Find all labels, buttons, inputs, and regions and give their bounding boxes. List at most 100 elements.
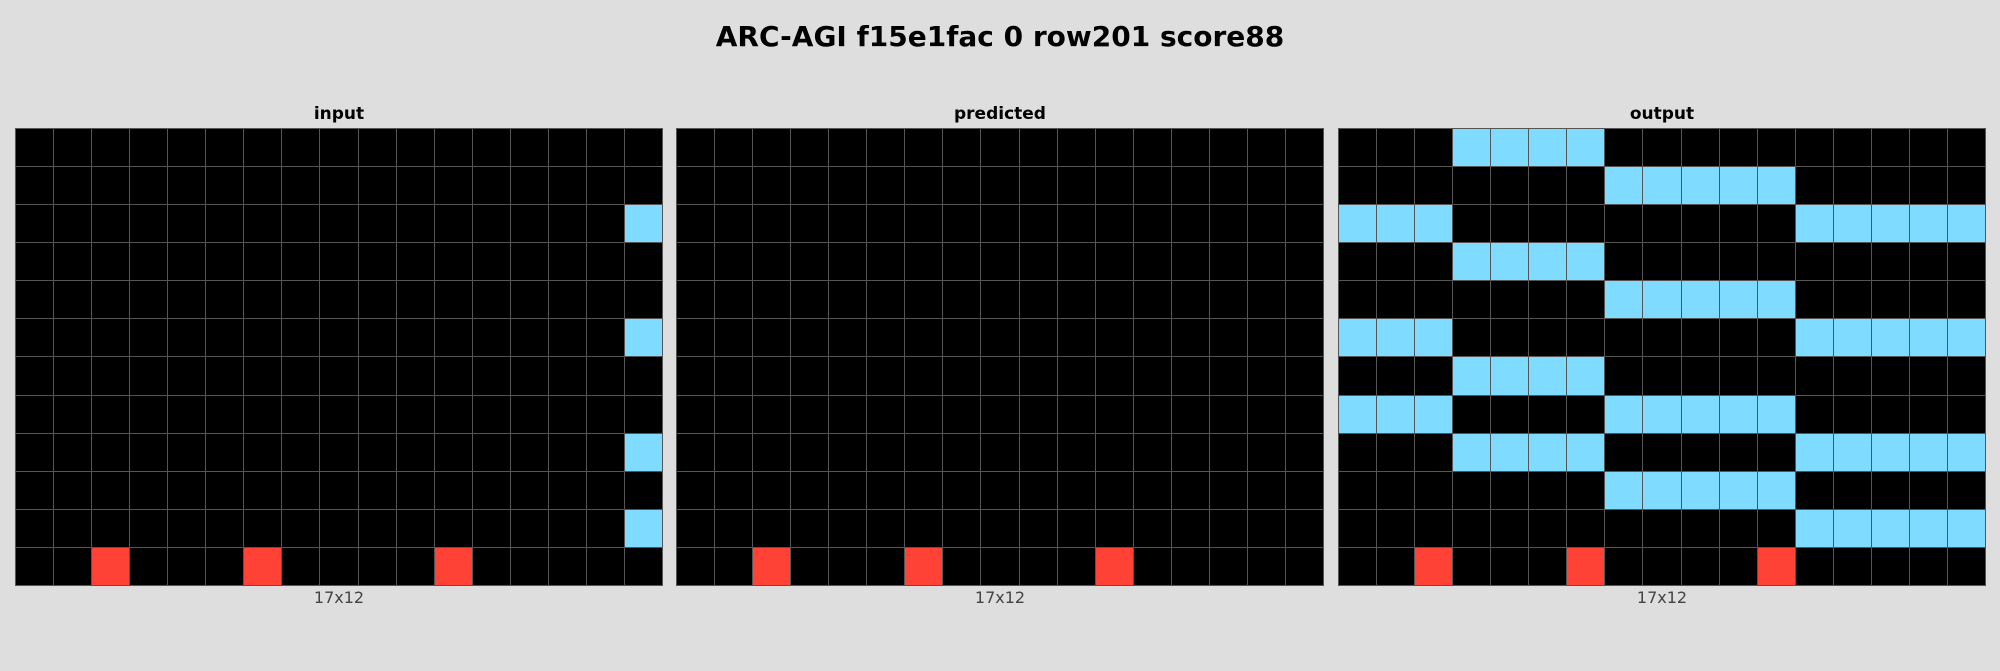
grid-cell: [1757, 471, 1795, 509]
grid-cell: [244, 357, 282, 395]
grid-cell: [548, 319, 586, 357]
grid-cell: [1133, 129, 1171, 167]
grid-cell: [1339, 395, 1377, 433]
grid-cell: [358, 509, 396, 547]
grid-cell: [715, 433, 753, 471]
grid-cell: [1947, 243, 1985, 281]
grid-cell: [1057, 547, 1095, 585]
grid-cell: [1057, 471, 1095, 509]
figure-title: ARC-AGI f15e1fac 0 row201 score88: [715, 20, 1285, 53]
grid-cell: [1947, 509, 1985, 547]
grid-cell: [715, 395, 753, 433]
grid-cell: [1567, 243, 1605, 281]
grid-cell: [54, 471, 92, 509]
grid-cell: [1171, 319, 1209, 357]
grid-cell: [1871, 129, 1909, 167]
grid-cell: [791, 205, 829, 243]
grid-cell: [753, 547, 791, 585]
grid-cell: [358, 357, 396, 395]
grid-cell: [624, 433, 662, 471]
grid-cell: [1567, 433, 1605, 471]
grid-cell: [396, 433, 434, 471]
grid-cell: [548, 205, 586, 243]
predicted-dims: 17x12: [974, 588, 1026, 607]
grid-cell: [1567, 281, 1605, 319]
grid-cell: [206, 205, 244, 243]
grid-cell: [472, 167, 510, 205]
grid-cell: [1491, 243, 1529, 281]
grid-cell: [1019, 129, 1057, 167]
grid-cell: [677, 433, 715, 471]
grid-cell: [130, 129, 168, 167]
grid-cell: [1909, 395, 1947, 433]
grid-cell: [1719, 547, 1757, 585]
grid-cell: [1871, 395, 1909, 433]
grid-cell: [1909, 509, 1947, 547]
grid-cell: [715, 129, 753, 167]
grid-cell: [1133, 357, 1171, 395]
grid-cell: [434, 433, 472, 471]
grid-cell: [1909, 205, 1947, 243]
grid-cell: [1871, 319, 1909, 357]
panel-output: output 17x12: [1338, 100, 1986, 607]
grid-cell: [244, 547, 282, 585]
grid-cell: [1415, 205, 1453, 243]
grid-cell: [753, 319, 791, 357]
grid-cell: [829, 509, 867, 547]
grid-cell: [1453, 547, 1491, 585]
grid-cell: [1057, 129, 1095, 167]
grid-cell: [1871, 509, 1909, 547]
grid-cell: [1719, 281, 1757, 319]
grid-cell: [1247, 281, 1285, 319]
grid-cell: [244, 509, 282, 547]
grid-cell: [829, 205, 867, 243]
grid-cell: [1415, 547, 1453, 585]
grid-cell: [1567, 129, 1605, 167]
grid-cell: [206, 509, 244, 547]
grid-cell: [1285, 205, 1323, 243]
grid-cell: [1909, 471, 1947, 509]
grid-cell: [1491, 281, 1529, 319]
grid-cell: [16, 167, 54, 205]
grid-cell: [1377, 433, 1415, 471]
grid-cell: [1567, 547, 1605, 585]
grid-cell: [1643, 129, 1681, 167]
grid-cell: [548, 281, 586, 319]
grid-cell: [1133, 281, 1171, 319]
grid-cell: [54, 243, 92, 281]
grid-cell: [1285, 395, 1323, 433]
grid-cell: [1019, 509, 1057, 547]
grid-cell: [586, 205, 624, 243]
grid-cell: [1285, 319, 1323, 357]
grid-cell: [624, 357, 662, 395]
grid-cell: [943, 547, 981, 585]
grid-cell: [54, 281, 92, 319]
grid-cell: [1453, 281, 1491, 319]
grid-cell: [1795, 395, 1833, 433]
grid-cell: [1019, 395, 1057, 433]
grid-cell: [829, 167, 867, 205]
grid-cell: [1681, 167, 1719, 205]
grid-cell: [1019, 205, 1057, 243]
grid-cell: [1605, 357, 1643, 395]
grid-cell: [510, 129, 548, 167]
grid-cell: [905, 395, 943, 433]
grid-cell: [1681, 433, 1719, 471]
grid-cell: [548, 471, 586, 509]
grid-cell: [867, 509, 905, 547]
grid-cell: [1377, 281, 1415, 319]
grid-cell: [472, 395, 510, 433]
grid-cell: [16, 395, 54, 433]
grid-cell: [1339, 205, 1377, 243]
grid-cell: [320, 471, 358, 509]
output-grid: [1338, 128, 1986, 586]
grid-cell: [1209, 167, 1247, 205]
grid-cell: [16, 129, 54, 167]
grid-cell: [472, 319, 510, 357]
panel-input: input 17x12: [15, 100, 663, 607]
grid-cell: [168, 319, 206, 357]
grid-cell: [1491, 357, 1529, 395]
grid-cell: [1833, 129, 1871, 167]
grid-cell: [943, 319, 981, 357]
grid-cell: [1491, 509, 1529, 547]
